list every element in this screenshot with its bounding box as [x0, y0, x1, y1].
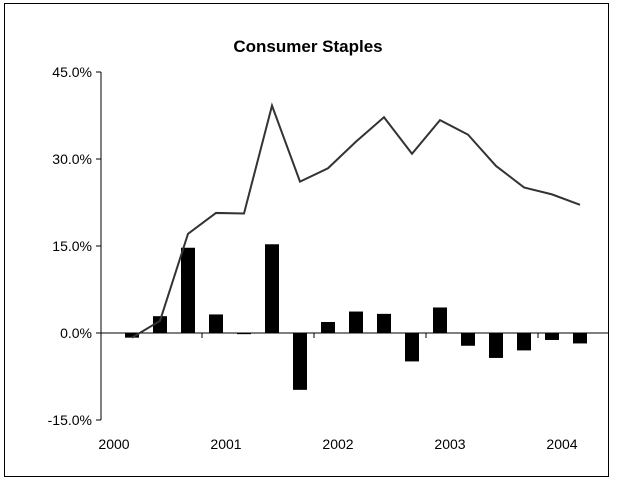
chart-frame: Consumer Staples -15.0% 0.0% 15.0% 30.0% 45.… [4, 3, 609, 477]
y-tick-label: -15.0% [48, 412, 92, 428]
bar [461, 333, 475, 346]
bar [237, 333, 251, 334]
bar [293, 333, 307, 390]
bar [517, 333, 531, 350]
bar-series [125, 244, 587, 390]
chart-canvas: Consumer Staples -15.0% 0.0% 15.0% 30.0% 45.… [5, 4, 610, 478]
bar [405, 333, 419, 361]
y-tick-label: 45.0% [52, 64, 92, 80]
y-tick-label: 0.0% [60, 325, 92, 341]
y-tick-label: 30.0% [52, 151, 92, 167]
chart-title: Consumer Staples [233, 37, 382, 56]
x-tick-label: 2004 [546, 436, 577, 452]
bar [489, 333, 503, 358]
y-tick-label: 15.0% [52, 238, 92, 254]
bar [573, 333, 587, 343]
series-line [132, 106, 580, 338]
x-tick-label: 2001 [210, 436, 241, 452]
line-series [132, 106, 580, 338]
bar [181, 248, 195, 333]
x-tick-label: 2002 [322, 436, 353, 452]
x-tick-label: 2000 [98, 436, 129, 452]
bar [349, 312, 363, 333]
bar [265, 244, 279, 333]
y-axis: -15.0% 0.0% 15.0% 30.0% 45.0% [48, 64, 101, 428]
x-tick-label: 2003 [434, 436, 465, 452]
x-axis: 2000 2001 2002 2003 2004 [98, 333, 610, 452]
bar [433, 307, 447, 333]
bar [321, 322, 335, 333]
bar [377, 314, 391, 333]
bar [545, 333, 559, 340]
bar [209, 314, 223, 333]
